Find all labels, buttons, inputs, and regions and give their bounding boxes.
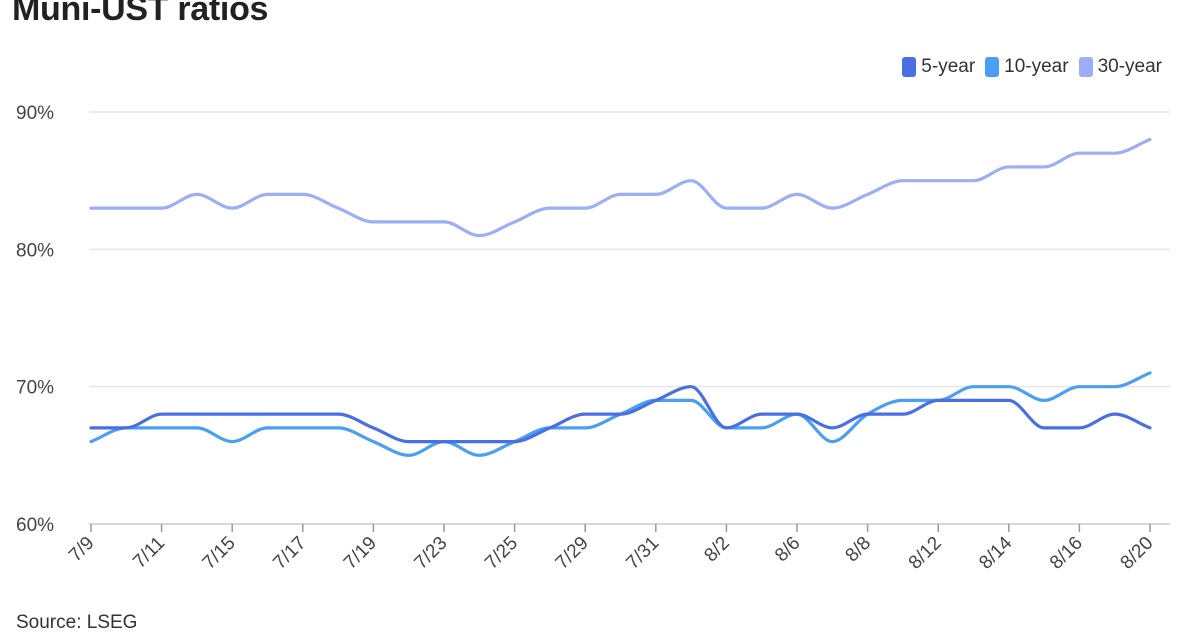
x-tick-label: 8/6	[771, 533, 805, 567]
legend: 5-year 10-year 30-year	[902, 56, 1162, 78]
x-tick-label: 7/23	[411, 533, 452, 574]
legend-item-10-year[interactable]: 10-year	[985, 56, 1069, 78]
legend-swatch-10-year	[985, 57, 1000, 77]
y-tick-label: 70%	[16, 378, 54, 399]
x-tick-label: 7/25	[481, 533, 522, 574]
x-tick-label: 7/17	[269, 533, 310, 574]
series-line-30-year	[89, 137, 1152, 238]
x-tick-label: 8/8	[842, 533, 876, 567]
legend-item-30-year[interactable]: 30-year	[1078, 56, 1162, 78]
y-tick-label: 80%	[16, 240, 54, 261]
legend-label-5-year: 5-year	[921, 56, 976, 77]
chart-title: Muni-UST ratios	[12, 0, 269, 28]
x-tick-label: 7/31	[622, 533, 663, 574]
series-line-5-year	[89, 385, 1152, 444]
legend-swatch-5-year	[902, 57, 917, 77]
x-tick-label: 7/19	[340, 533, 381, 574]
y-tick-label: 60%	[16, 515, 54, 536]
x-tick-label: 8/12	[905, 533, 946, 574]
x-tick-label: 8/14	[975, 532, 1016, 573]
x-tick-label: 8/16	[1046, 533, 1087, 574]
x-tick-label: 7/11	[129, 533, 169, 573]
x-tick-label: 8/20	[1117, 533, 1158, 574]
x-tick-label: 7/29	[552, 533, 593, 574]
x-tick-label: 8/2	[700, 533, 734, 567]
legend-label-30-year: 30-year	[1097, 56, 1162, 77]
legend-label-10-year: 10-year	[1004, 56, 1069, 77]
x-tick-label: 7/15	[199, 533, 240, 574]
legend-swatch-30-year	[1078, 57, 1093, 77]
y-tick-label: 90%	[16, 103, 54, 124]
legend-item-5-year[interactable]: 5-year	[902, 56, 975, 78]
source-note: Source: LSEG	[16, 612, 138, 633]
x-tick-label: 7/9	[65, 533, 99, 567]
